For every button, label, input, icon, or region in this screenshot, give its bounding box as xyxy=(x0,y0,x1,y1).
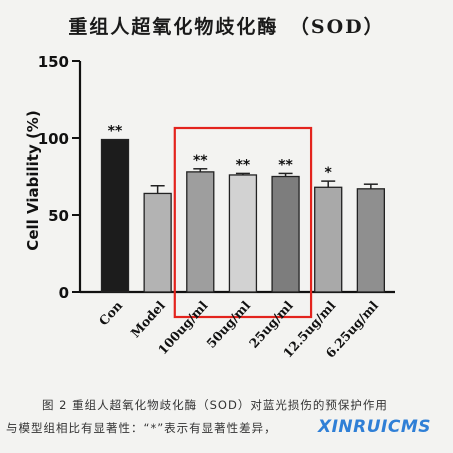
x-tick-label: Model xyxy=(128,298,169,341)
watermark: XINRUICMS xyxy=(317,417,431,437)
significance-marker: ** xyxy=(108,124,123,140)
bars xyxy=(100,126,386,319)
figure-caption-continued: 与模型组相比有显著性：“*”表示有显著性差异， xyxy=(6,421,277,435)
y-tick-label: 50 xyxy=(48,207,69,225)
y-tick-label: 0 xyxy=(59,284,69,302)
bar xyxy=(186,171,215,293)
x-tick-label: 50ug/ml xyxy=(203,298,253,351)
bar xyxy=(271,175,300,293)
y-axis-label: Cell Viability (%) xyxy=(24,110,42,250)
significance-marker: ** xyxy=(236,157,251,173)
significance-marker: ** xyxy=(193,153,208,169)
figure-caption: 图 2 重组人超氧化物歧化酶（SOD）对蓝光损伤的预保护作用 xyxy=(42,398,388,412)
highlight-box xyxy=(173,126,313,319)
bar xyxy=(228,174,258,293)
significance-marker: ** xyxy=(278,157,293,173)
y-tick-label: 150 xyxy=(38,53,69,71)
chart-title: 重组人超氧化物歧化酶 （SOD） xyxy=(68,16,385,38)
bar xyxy=(143,192,172,293)
bar xyxy=(100,138,130,293)
x-tick-label: Con xyxy=(96,298,125,328)
significance-marker: * xyxy=(325,165,333,181)
bar xyxy=(356,188,386,293)
y-tick-label: 100 xyxy=(38,130,69,148)
bar xyxy=(314,186,343,293)
